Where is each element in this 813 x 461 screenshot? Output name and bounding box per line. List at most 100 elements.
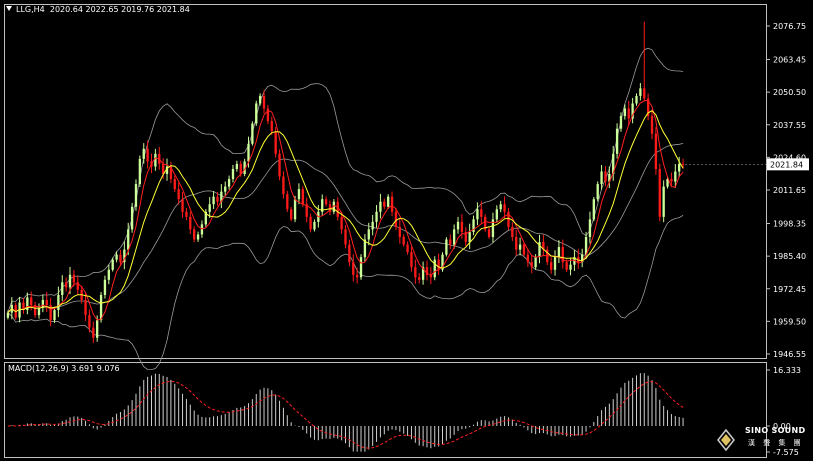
candle[interactable]: [88, 309, 91, 333]
candle[interactable]: [421, 261, 425, 285]
candle[interactable]: [511, 222, 514, 242]
candle[interactable]: [270, 116, 273, 136]
candle[interactable]: [596, 181, 599, 202]
candle[interactable]: [185, 207, 188, 221]
candle[interactable]: [495, 205, 498, 223]
candle[interactable]: [227, 175, 231, 190]
candle[interactable]: [348, 239, 351, 267]
candle[interactable]: [557, 240, 561, 264]
candle[interactable]: [286, 190, 289, 213]
candle[interactable]: [204, 208, 207, 227]
candle[interactable]: [177, 182, 180, 205]
candle[interactable]: [115, 251, 118, 263]
candle[interactable]: [301, 186, 304, 207]
candle[interactable]: [99, 291, 103, 323]
candle[interactable]: [387, 194, 390, 209]
candle[interactable]: [445, 237, 448, 257]
candle[interactable]: [658, 163, 661, 222]
candle[interactable]: [53, 306, 56, 323]
candle[interactable]: [569, 258, 572, 276]
candle[interactable]: [84, 293, 87, 321]
candle[interactable]: [216, 192, 219, 206]
candle[interactable]: [146, 140, 149, 169]
candle[interactable]: [526, 248, 530, 267]
candle[interactable]: [476, 202, 479, 226]
candle[interactable]: [297, 183, 301, 205]
candle[interactable]: [235, 160, 239, 172]
candle[interactable]: [650, 109, 654, 140]
candle[interactable]: [627, 100, 630, 126]
candle[interactable]: [456, 216, 460, 234]
candle[interactable]: [452, 224, 456, 249]
candle[interactable]: [402, 234, 405, 247]
candle[interactable]: [390, 191, 394, 217]
candle[interactable]: [328, 200, 332, 216]
candle[interactable]: [367, 222, 370, 246]
candle[interactable]: [681, 158, 685, 169]
candle[interactable]: [398, 219, 401, 244]
candle[interactable]: [22, 298, 25, 314]
candle[interactable]: [76, 276, 79, 296]
candle[interactable]: [472, 215, 475, 236]
candle[interactable]: [57, 286, 60, 318]
candle[interactable]: [37, 303, 41, 319]
candle[interactable]: [340, 211, 343, 234]
candle[interactable]: [41, 294, 45, 313]
candle[interactable]: [181, 192, 184, 218]
candle[interactable]: [313, 219, 316, 232]
candle[interactable]: [231, 164, 235, 183]
candle[interactable]: [615, 123, 619, 159]
candle[interactable]: [196, 231, 200, 242]
triangle-down-icon[interactable]: [6, 6, 12, 11]
candle[interactable]: [134, 179, 138, 211]
candle[interactable]: [662, 180, 665, 223]
candle[interactable]: [394, 208, 398, 231]
candle[interactable]: [499, 200, 502, 213]
candle[interactable]: [600, 164, 603, 190]
candle[interactable]: [678, 156, 681, 178]
candle[interactable]: [515, 229, 518, 256]
candle[interactable]: [243, 158, 246, 177]
candle[interactable]: [173, 175, 176, 193]
candle[interactable]: [107, 264, 110, 285]
candle[interactable]: [549, 257, 553, 274]
macd-pane[interactable]: 16.333 0.00 -7.575: [7, 366, 801, 457]
candle[interactable]: [646, 93, 650, 121]
candle[interactable]: [165, 158, 169, 181]
candle[interactable]: [332, 199, 336, 215]
candle[interactable]: [623, 104, 627, 120]
candle[interactable]: [138, 155, 142, 187]
candle[interactable]: [480, 201, 483, 224]
candle[interactable]: [33, 301, 37, 318]
candle[interactable]: [503, 196, 506, 219]
candle[interactable]: [258, 93, 262, 106]
candle[interactable]: [518, 237, 522, 256]
candle[interactable]: [72, 269, 76, 287]
candle[interactable]: [666, 176, 669, 189]
candle[interactable]: [309, 213, 312, 233]
candle[interactable]: [169, 161, 173, 184]
candle[interactable]: [344, 225, 347, 249]
candle[interactable]: [379, 193, 382, 219]
candle[interactable]: [123, 241, 126, 270]
candle[interactable]: [643, 21, 646, 102]
candle[interactable]: [604, 166, 607, 187]
candle[interactable]: [674, 164, 677, 188]
candle[interactable]: [103, 275, 107, 299]
candle[interactable]: [130, 202, 134, 233]
candle[interactable]: [414, 259, 417, 284]
candle[interactable]: [336, 197, 339, 221]
candle[interactable]: [484, 214, 487, 232]
candle[interactable]: [418, 273, 421, 284]
candle[interactable]: [193, 226, 196, 243]
candle[interactable]: [363, 234, 367, 262]
candle[interactable]: [635, 93, 638, 106]
candle[interactable]: [464, 227, 467, 246]
candle[interactable]: [437, 253, 440, 275]
candle[interactable]: [189, 211, 192, 234]
candle[interactable]: [305, 197, 308, 223]
candle[interactable]: [64, 277, 68, 292]
candle[interactable]: [224, 181, 227, 196]
candle[interactable]: [255, 100, 258, 126]
